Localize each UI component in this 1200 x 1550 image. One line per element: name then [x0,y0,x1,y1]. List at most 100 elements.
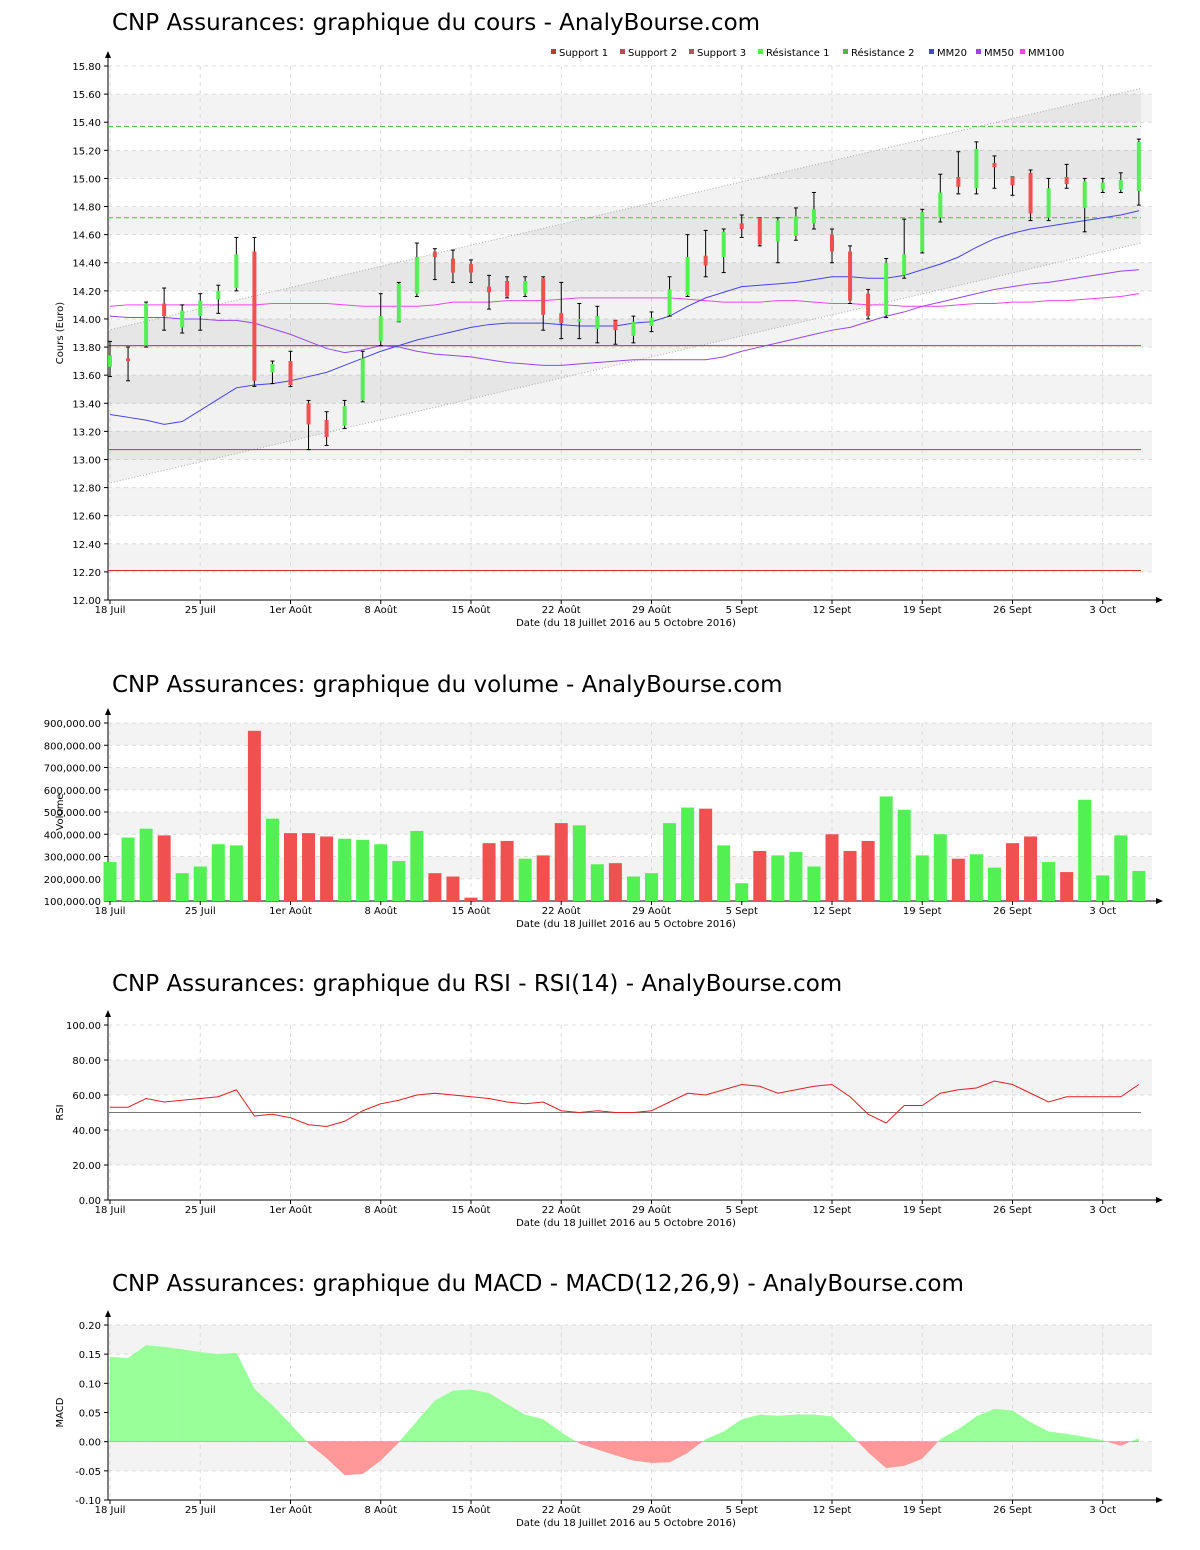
volume-bar [969,854,983,901]
macd-area-segment [1012,1410,1031,1442]
grid-band [108,543,1152,572]
legend-label: MM100 [1028,48,1064,59]
y-tick-label: 800,000.00 [44,741,101,752]
y-axis-label: Cours (Euro) [55,302,66,365]
macd-area-segment [452,1389,472,1442]
y-axis-arrow [105,708,111,715]
candle-body [649,317,654,326]
legend-label: Support 2 [628,48,677,59]
x-tick-label: 8 Août [364,905,397,917]
candle-body [414,257,419,294]
rsi-chart: 0.00 20.00 40.00 60.00 80.00 100.00 18 Juil 25 … [55,1010,1163,1229]
y-tick-label: 14.00 [72,315,101,326]
macd-chart-title: CNP Assurances: graphique du MACD - MACD… [112,1271,964,1297]
x-tick-label: 8 Août [364,1204,397,1216]
volume-bar [590,864,604,901]
volume-bar [265,818,279,901]
legend-swatch [758,49,763,54]
y-tick-label: 300,000.00 [44,853,101,864]
legend-swatch [929,49,934,54]
candle-body [523,281,528,294]
volume-bar [482,843,496,901]
volume-bar [247,730,261,901]
y-axis-arrow [105,1310,111,1317]
legend-label: MM20 [937,48,967,59]
volume-bar [320,836,334,901]
volume-bar [103,862,117,901]
candle-body [216,290,221,300]
macd-area-segment [344,1441,363,1476]
x-tick-label: 26 Sept [993,1205,1032,1216]
y-tick-label: -0.10 [75,1496,101,1507]
legend-swatch [976,49,981,54]
volume-bar [1024,836,1038,901]
y-tick-label: -0.05 [75,1467,101,1478]
macd-area-segment [1106,1441,1121,1446]
candle-body [793,216,798,237]
macd-area-segment [1130,1438,1139,1442]
volume-bar [536,855,550,901]
volume-bar [392,860,406,901]
x-tick-label: 12 Sept [813,906,852,917]
mm100-line [109,293,1139,307]
legend-label: Support 3 [697,48,746,59]
volume-bar [771,855,785,901]
candle-body [270,363,275,373]
volume-bar [663,823,677,901]
candle-body [378,316,383,342]
x-axis-arrow [1156,1197,1163,1203]
price-chart-title: CNP Assurances: graphique du cours - Ana… [112,10,761,36]
volume-bar [157,835,171,901]
macd-area-segment [236,1352,255,1442]
volume-bar [699,808,713,901]
legend-swatch [620,49,625,54]
volume-bar [139,828,153,901]
candle-body [234,254,239,289]
candle-body [974,148,979,189]
y-tick-label: 12.80 [72,484,101,495]
x-tick-label: 26 Sept [993,1505,1032,1516]
candle-body [432,251,437,258]
macd-area-segment [290,1424,307,1442]
macd-area-segment [561,1432,577,1442]
candle-body [396,283,401,322]
candle-body [938,192,943,218]
x-tick-label: 3 Oct [1089,605,1116,616]
y-tick-label: 200,000.00 [44,875,101,886]
candle-body [866,293,871,317]
x-tick-label: 25 Juil [185,1505,216,1516]
legend-label: MM50 [984,48,1014,59]
x-tick-label: 8 Août [364,604,397,616]
macd-area-segment [524,1414,544,1442]
volume-bar [626,876,640,901]
candle-body [902,254,907,276]
y-tick-label: 0.00 [79,1438,101,1449]
volume-bar [572,825,586,901]
y-tick-label: 14.20 [72,287,101,298]
volume-bar [211,844,225,901]
x-tick-label: 22 Août [542,1504,581,1516]
candle-body [739,223,744,230]
macd-area-segment [576,1441,580,1444]
legend-swatch [551,49,556,54]
y-tick-label: 0.00 [79,1196,101,1207]
volume-bar [284,833,297,901]
grid-band [108,812,1152,835]
volume-bar [175,873,189,901]
candle-body [180,310,185,328]
y-tick-label: 15.40 [72,118,101,129]
y-tick-label: 700,000.00 [44,764,101,775]
grid-band [108,206,1152,235]
x-axis-arrow [1156,898,1163,904]
x-tick-label: 8 Août [364,1504,397,1516]
grid-band [108,723,1152,746]
y-tick-label: 0.20 [79,1321,101,1332]
candle-body [252,251,257,381]
volume-bar [843,850,857,901]
grid-band [108,1060,1152,1095]
candle-body [956,177,961,187]
macd-area-segment [940,1428,959,1442]
y-tick-label: 12.60 [72,512,101,523]
candle-body [505,281,510,297]
volume-chart: 100,000.00 200,000.00 300,000.00 400,000.00… [44,708,1163,930]
